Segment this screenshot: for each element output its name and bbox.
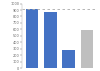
Bar (62, 50, 75, 68)
Bar (80, 30, 93, 68)
Bar (26, 9, 38, 68)
Bar (44, 12, 57, 68)
